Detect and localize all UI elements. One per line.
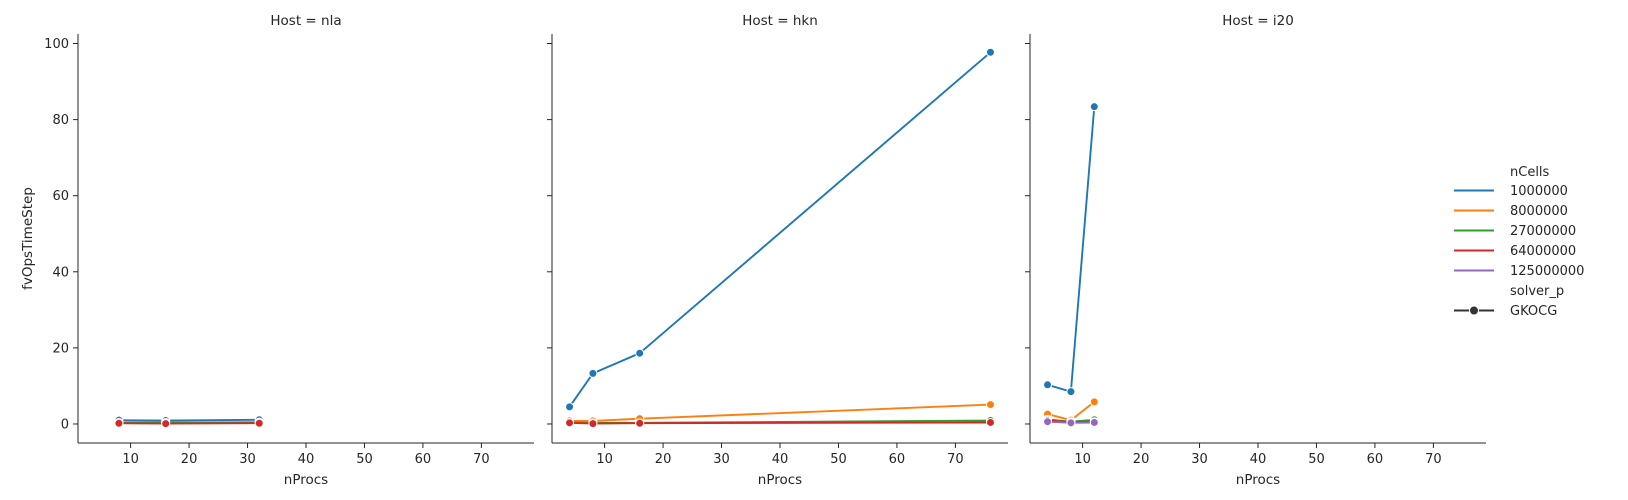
- panel-title: Host = hkn: [742, 13, 818, 29]
- data-point-1000000: [588, 368, 598, 378]
- x-tick-label: 40: [1250, 452, 1267, 467]
- y-tick-label: 100: [44, 37, 69, 52]
- x-tick-label: 50: [830, 452, 847, 467]
- data-point-1000000: [635, 348, 645, 358]
- x-tick-label: 50: [356, 452, 373, 467]
- panel-2: Host = hkn 10 20 30 40 50 60 70 nProcs: [547, 13, 1008, 488]
- data-point-64000000: [635, 418, 645, 428]
- data-point-1000000: [1043, 380, 1053, 390]
- series-line-1000000: [1046, 105, 1096, 393]
- x-tick-label: 60: [889, 452, 906, 467]
- x-axis-title: nProcs: [758, 472, 802, 488]
- legend-label-1000000: 1000000: [1510, 184, 1568, 199]
- x-axis-title: nProcs: [284, 472, 328, 488]
- x-tick-label: 10: [122, 452, 139, 467]
- data-point-64000000: [985, 417, 995, 427]
- legend-label-8000000: 8000000: [1510, 204, 1568, 219]
- x-tick-label: 60: [415, 452, 432, 467]
- x-tick-label: 30: [713, 452, 730, 467]
- data-point-1000000: [1066, 387, 1076, 397]
- data-point-1000000: [1089, 102, 1099, 112]
- panel-title: Host = nla: [270, 13, 341, 29]
- legend-style-label: GKOCG: [1510, 304, 1557, 319]
- series-line-8000000: [568, 403, 992, 422]
- data-point-64000000: [588, 419, 598, 429]
- data-point-1000000: [565, 402, 575, 412]
- x-tick-label: 10: [1074, 452, 1091, 467]
- x-tick-label: 30: [239, 452, 256, 467]
- legend-style-title: solver_p: [1510, 284, 1564, 299]
- panel-3: Host = i20 10 20 30 40 50 60 70 nProcs: [1025, 13, 1486, 488]
- data-point-64000000: [114, 418, 124, 428]
- x-tick-label: 70: [473, 452, 490, 467]
- data-point-1000000: [985, 47, 995, 57]
- data-point-125000000: [1089, 417, 1099, 427]
- x-tick-label: 20: [655, 452, 672, 467]
- legend-label-27000000: 27000000: [1510, 224, 1576, 239]
- x-tick-label: 70: [947, 452, 964, 467]
- y-tick-label: 0: [61, 417, 69, 432]
- x-tick-label: 20: [1133, 452, 1150, 467]
- y-tick-label: 60: [52, 189, 69, 204]
- data-point-8000000: [985, 400, 995, 410]
- x-tick-label: 40: [772, 452, 789, 467]
- x-tick-label: 20: [181, 452, 198, 467]
- panels: Host = nla 10 20 30 40 50 60 70 0 20 40 60 80 100 nPro…: [20, 13, 1486, 488]
- y-tick-label: 40: [52, 265, 69, 280]
- x-tick-label: 40: [298, 452, 315, 467]
- legend: nCells 1000000 8000000 27000000 64000000 1250…: [1454, 165, 1584, 319]
- panel-title: Host = i20: [1222, 13, 1294, 29]
- series-line-1000000: [117, 418, 261, 422]
- series-line-64000000: [568, 421, 992, 425]
- x-axis-title: nProcs: [1236, 472, 1280, 488]
- legend-label-125000000: 125000000: [1510, 264, 1584, 279]
- data-point-125000000: [1043, 417, 1053, 427]
- y-axis-title: fvOpsTimeStep: [20, 187, 36, 290]
- legend-label-64000000: 64000000: [1510, 244, 1576, 259]
- x-tick-label: 30: [1191, 452, 1208, 467]
- data-point-64000000: [161, 419, 171, 429]
- x-tick-label: 60: [1367, 452, 1384, 467]
- x-tick-label: 50: [1308, 452, 1325, 467]
- panel-1: Host = nla 10 20 30 40 50 60 70 0 20 40 60 80 100 nPro…: [20, 13, 534, 488]
- data-point-64000000: [254, 418, 264, 428]
- legend-hue-title: nCells: [1510, 165, 1550, 180]
- data-point-8000000: [1089, 397, 1099, 407]
- data-point-125000000: [1066, 418, 1076, 428]
- data-point-64000000: [565, 418, 575, 428]
- x-tick-label: 70: [1425, 452, 1442, 467]
- series-line-1000000: [568, 51, 992, 408]
- legend-style-marker: [1469, 305, 1479, 316]
- y-tick-label: 20: [52, 341, 69, 356]
- x-tick-label: 10: [596, 452, 613, 467]
- y-tick-label: 80: [52, 113, 69, 128]
